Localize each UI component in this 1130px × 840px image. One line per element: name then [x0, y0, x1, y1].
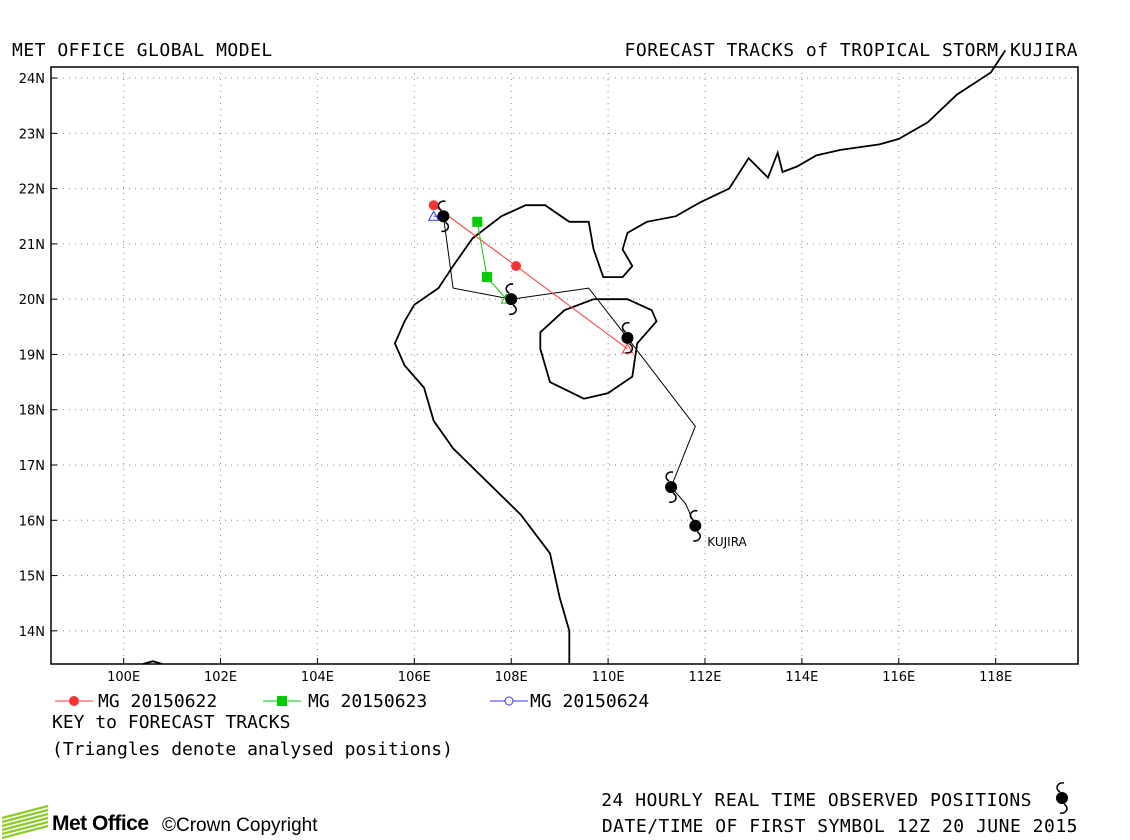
lon-tick-label: 108E [495, 670, 528, 685]
lon-tick-label: 104E [301, 670, 334, 685]
forecast-point-square [472, 216, 483, 227]
logo-stripe [1, 816, 49, 832]
copyright-text: Crown Copyright [176, 815, 318, 836]
observed-symbol-key [1056, 782, 1068, 814]
logo-stripe [1, 804, 49, 820]
storm-arm-top [689, 509, 698, 521]
observed-track [442, 216, 696, 527]
storm-arm-bottom [1059, 803, 1068, 814]
tropical-storm-icon [505, 283, 518, 316]
lon-tick-label: 118E [979, 670, 1012, 685]
storm-core [621, 331, 634, 344]
lat-tick-label: 17N [19, 459, 45, 474]
gulf-coastline [142, 660, 163, 665]
storm-core [1056, 792, 1068, 804]
legend-key-label: KEY to FORECAST TRACKS [52, 712, 291, 733]
lat-tick-label: 15N [19, 570, 45, 585]
lon-tick-label: 114E [785, 670, 818, 685]
lat-tick-label: 18N [19, 404, 45, 419]
logo-stripe [1, 824, 49, 840]
tropical-storm-icon [621, 321, 634, 354]
storm-arm-top [621, 321, 630, 333]
coastline [142, 49, 1007, 665]
met-office-logo-icon [1, 804, 49, 840]
legend-circle-marker [69, 696, 79, 706]
copyright-notice: ©Crown Copyright [162, 815, 318, 836]
forecast-point-circle [428, 200, 439, 211]
storm-core [437, 210, 450, 223]
storm-arm-bottom [668, 492, 677, 503]
tropical-storm-icon [689, 509, 702, 542]
storm-arm-top [505, 283, 514, 294]
lat-tick-label: 24N [19, 72, 45, 87]
forecast-point-square [481, 272, 492, 283]
grid-lines [51, 67, 1078, 664]
lon-tick-label: 110E [592, 670, 625, 685]
storm-arm-bottom [625, 343, 634, 354]
legend-series-2: MG 20150623 [308, 691, 428, 712]
lat-tick-label: 23N [19, 127, 45, 142]
forecast-track-line [433, 204, 628, 350]
model-title: MET OFFICE GLOBAL MODEL [12, 40, 273, 61]
lon-tick-label: 106E [398, 670, 431, 685]
storm-core [665, 481, 678, 494]
forecast-tracks [427, 200, 634, 354]
lon-tick-label: 116E [882, 670, 915, 685]
lon-tick-label: 100E [107, 670, 140, 685]
storm-arm-bottom [509, 304, 517, 316]
logo-stripe [1, 808, 49, 824]
lon-tick-label: 102E [204, 670, 237, 685]
tropical-storm-icon [665, 471, 678, 503]
storm-arm-bottom [441, 221, 450, 233]
observed-storm-icon [1056, 782, 1068, 814]
forecast-point-circle [511, 261, 522, 271]
legend-series-3: MG 20150624 [530, 691, 650, 712]
storm-arm-top [437, 200, 446, 211]
mainland-coastline [393, 49, 1007, 664]
legend-markers [55, 696, 528, 706]
storm-arm-top [665, 471, 674, 482]
forecast-track-line [476, 221, 507, 300]
legend-square-marker [277, 696, 287, 706]
logo-stripe [1, 812, 49, 828]
legend-series-1: MG 20150622 [98, 691, 218, 712]
lat-tick-label: 14N [19, 625, 45, 640]
legend-open-circle-marker [504, 696, 514, 706]
legend-triangle-note: (Triangles denote analysed positions) [52, 739, 453, 760]
met-office-logo: Met Office [52, 812, 149, 835]
hainan-coastline [539, 298, 658, 400]
storm-core [505, 293, 518, 306]
lat-tick-label: 19N [19, 348, 45, 363]
tropical-storm-icon [437, 200, 450, 233]
axis-ticks: 14N 15N 16N 17N 18N 19N 20N 21N 22N 23N 24N 100E 102… [19, 72, 1012, 685]
storm-arm-top [1056, 782, 1065, 793]
first-symbol-time: DATE/TIME OF FIRST SYMBOL 12Z 20 JUNE 20… [601, 816, 1078, 837]
storm-arm-bottom [693, 531, 702, 542]
storm-symbols: KUJIRA [437, 200, 748, 549]
lon-tick-label: 112E [688, 670, 721, 685]
lat-tick-label: 21N [19, 238, 45, 253]
map-frame [50, 66, 1079, 665]
observed-track-line [442, 216, 696, 527]
analysed-position-triangle [427, 210, 440, 221]
lat-tick-label: 22N [19, 183, 45, 198]
lat-tick-label: 20N [19, 293, 45, 308]
storm-core [689, 519, 702, 532]
observed-note: 24 HOURLY REAL TIME OBSERVED POSITIONS [601, 790, 1032, 811]
storm-name-label: KUJIRA [707, 535, 747, 549]
chart-title: FORECAST TRACKS of TROPICAL STORM KUJIRA [624, 40, 1078, 61]
logo-stripe [1, 820, 49, 836]
lat-tick-label: 16N [19, 514, 45, 529]
